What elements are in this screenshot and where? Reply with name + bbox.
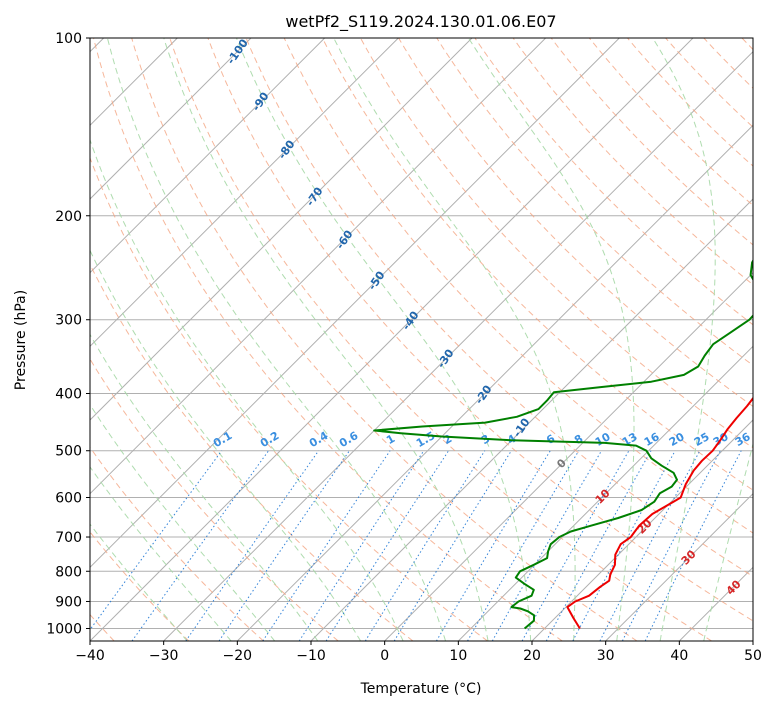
moist-adiabat-line — [333, 38, 576, 641]
moist-adiabat-line — [90, 249, 362, 641]
x-tick-label: −40 — [75, 648, 105, 664]
isotherm-gridline — [163, 50, 753, 641]
mixing-ratio-line — [131, 450, 270, 641]
y-axis-label: Pressure (hPa) — [13, 290, 29, 390]
x-tick-label: 30 — [597, 648, 615, 664]
x-axis-label: Temperature (°C) — [360, 681, 482, 697]
x-tick-label: 10 — [449, 648, 467, 664]
grid-layer — [90, 38, 753, 641]
dry-adiabat-line — [245, 38, 753, 578]
y-tick-label: 100 — [55, 31, 82, 47]
dry-adiabat-line — [398, 38, 753, 407]
plot-frame — [89, 37, 754, 642]
chart-title: wetPf2_S119.2024.130.01.06.E07 — [285, 12, 556, 32]
mixing-ratio-line — [467, 450, 580, 641]
mixing-ratio-line — [185, 450, 320, 641]
dry-adiabat-line — [474, 38, 753, 326]
y-tick-label: 800 — [55, 564, 82, 580]
isotherm-gridline — [90, 38, 399, 348]
y-tick-label: 300 — [55, 313, 82, 329]
x-tick-label: −20 — [223, 648, 253, 664]
isotherm-gridline — [605, 492, 753, 641]
dry-adiabat-line — [207, 38, 753, 622]
x-tick-label: 0 — [380, 648, 389, 664]
mixing-ratio-line — [325, 450, 450, 641]
moist-adiabat-line — [467, 38, 635, 641]
mixing-ratio-line — [364, 450, 486, 641]
moist-adiabat-line — [90, 403, 276, 641]
mixing-ratio-line — [521, 450, 630, 641]
isotherm-gridline — [90, 38, 473, 421]
isotherm-gridline — [236, 124, 753, 641]
dry-adiabat-line — [90, 446, 264, 641]
isotherm-gridline — [457, 345, 753, 641]
y-tick-label: 700 — [55, 530, 82, 546]
isotherm-gridline — [90, 38, 620, 569]
moist-adiabat-line — [90, 523, 188, 641]
mixing-ratio-line — [90, 450, 223, 631]
mixing-ratio-line — [393, 450, 512, 641]
mixing-ratio-line — [298, 450, 425, 641]
dry-adiabat-line — [512, 38, 753, 286]
y-tick-label: 1000 — [46, 621, 82, 637]
moist-adiabat-line — [652, 38, 716, 641]
dry-adiabat-line — [627, 38, 753, 167]
moist-adiabat-line — [236, 38, 532, 641]
dewpoint-profile-line — [373, 258, 753, 630]
mixing-ratio-line — [545, 450, 652, 641]
y-tick-label: 900 — [55, 594, 82, 610]
mixing-ratio-line — [218, 450, 350, 641]
moist-adiabat-line — [163, 38, 489, 641]
x-tick-label: −30 — [149, 648, 179, 664]
mixing-ratio-line — [644, 450, 742, 641]
moist-adiabat-line — [106, 38, 447, 641]
tick-layer: −40 −30 −20 −10 0 10 20 30 40 50 100 200 300 400 500 60… — [46, 31, 762, 664]
x-tick-label: 20 — [523, 648, 541, 664]
dry-adiabat-line — [360, 38, 753, 449]
mixing-ratio-line — [491, 450, 602, 641]
x-tick-label: 50 — [744, 648, 762, 664]
isotherm-gridline — [531, 419, 753, 641]
moist-adiabat-line — [90, 333, 319, 641]
temperature-profile-line — [566, 396, 753, 630]
isotherm-gridline — [90, 38, 547, 495]
dry-adiabat-line — [93, 38, 563, 641]
moist-adiabat-line — [703, 442, 753, 641]
isotherm-gridline — [90, 38, 694, 641]
y-tick-label: 200 — [55, 209, 82, 225]
y-tick-label: 400 — [55, 387, 82, 403]
x-tick-label: −10 — [296, 648, 326, 664]
y-tick-label: 600 — [55, 490, 82, 506]
x-tick-label: 40 — [670, 648, 688, 664]
dry-adiabat-line — [90, 263, 414, 641]
moist-adiabat-line — [90, 466, 232, 641]
dry-adiabat-line — [131, 38, 638, 641]
mixing-ratio-line — [435, 450, 551, 641]
isotherm-gridline — [90, 38, 326, 274]
y-tick-label: 500 — [55, 444, 82, 460]
isotherm-gridline — [384, 271, 753, 641]
isotherm-gridline — [90, 38, 252, 200]
series-layer — [373, 258, 753, 630]
dry-adiabat-line — [321, 38, 753, 491]
